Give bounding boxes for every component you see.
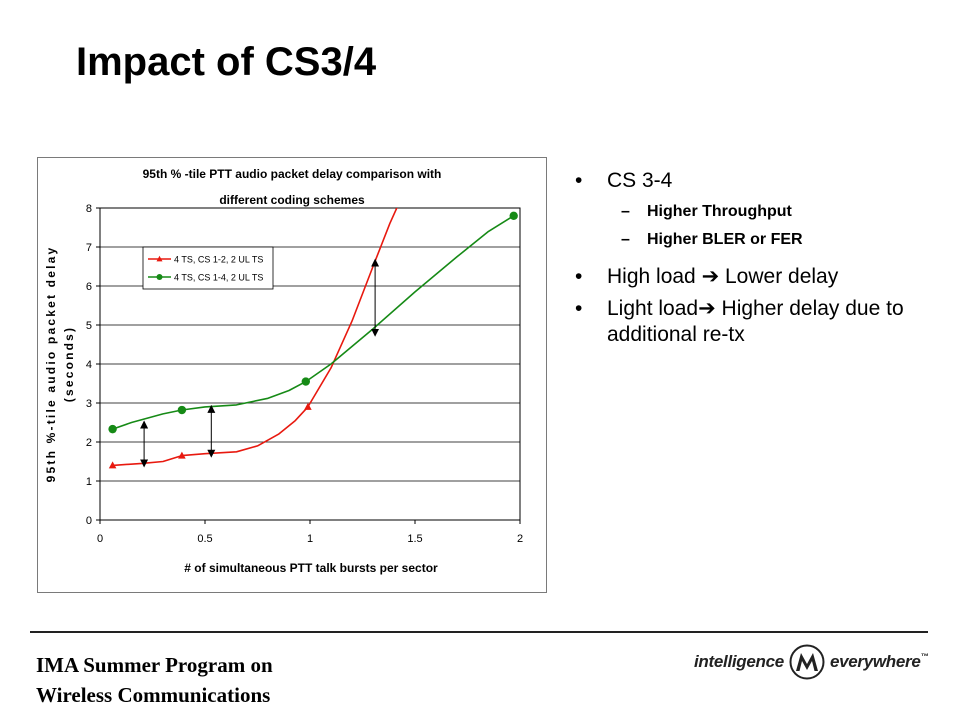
bullet-text-b: Higher delay due to additional re-tx (607, 297, 904, 346)
logo-word-right: everywhere™ (829, 652, 929, 672)
footer-line-1: IMA Summer Program on (36, 653, 273, 677)
legend-label: 4 TS, CS 1-4, 2 UL TS (174, 273, 263, 283)
y-tick-label: 3 (86, 398, 92, 410)
chart-title-line: 95th % -tile PTT audio packet delay comp… (143, 167, 442, 181)
logo-word-left: intelligence (694, 652, 784, 671)
sub-bullet-throughput: – Higher Throughput (575, 202, 945, 222)
motorola-batwing-icon (789, 644, 825, 680)
bullet-dot: • (575, 297, 583, 320)
bullet-list: • CS 3-4 – Higher Throughput – Higher BL… (575, 168, 945, 354)
bullet-high-load: • High load ➔ Lower delay (575, 264, 945, 290)
bullet-cs34: • CS 3-4 (575, 168, 945, 194)
series-line-2 (112, 215, 515, 430)
y-tick-label: 7 (86, 242, 92, 254)
x-axis-label: # of simultaneous PTT talk bursts per se… (184, 561, 438, 575)
chart-container: 95th % -tile PTT audio packet delay comp… (37, 157, 547, 593)
slide-title: Impact of CS3/4 (76, 40, 377, 84)
x-tick-label: 1 (307, 533, 313, 545)
bullet-dash: – (621, 231, 630, 248)
sub-bullet-text: Higher Throughput (647, 203, 792, 220)
series-line-1 (112, 208, 398, 467)
bullet-text-a: High load (607, 265, 702, 288)
sub-bullet-text: Higher BLER or FER (647, 231, 803, 248)
data-point (108, 461, 117, 469)
data-point (178, 451, 186, 459)
x-tick-label: 2 (517, 533, 523, 545)
x-tick-label: 0 (97, 533, 103, 545)
chart-title-line: different coding schemes (219, 193, 365, 207)
y-tick-label: 2 (86, 437, 92, 449)
bullet-dash: – (621, 203, 630, 220)
x-tick-label: 0.5 (197, 533, 212, 545)
bullet-dot: • (575, 169, 583, 192)
bullet-text: CS 3-4 (607, 169, 673, 192)
y-axis-label-line: 95th %-tile audio packet delay (44, 246, 58, 483)
bullet-text-a: Light load (607, 297, 699, 320)
bullet-dot: • (575, 265, 583, 288)
footer-program-title: IMA Summer Program on Wireless Communica… (36, 650, 273, 710)
data-point (177, 405, 187, 415)
bullet-text-b: Lower delay (719, 265, 839, 288)
y-tick-label: 6 (86, 281, 92, 293)
logo-word-right-text: everywhere (829, 652, 921, 671)
arrow-icon: ➔ (698, 297, 716, 320)
bullet-light-load: • Light load➔ Higher delay due to additi… (575, 296, 945, 348)
y-tick-label: 1 (86, 476, 92, 488)
data-point (304, 402, 312, 410)
plot-series-group (112, 208, 515, 467)
footer-line-2: Wireless Communications (36, 683, 271, 707)
data-point (108, 424, 117, 434)
y-axis-label-line: (seconds) (62, 326, 76, 402)
y-tick-label: 5 (86, 320, 92, 332)
y-tick-label: 0 (86, 515, 92, 527)
legend-box (142, 246, 274, 290)
motorola-logo: intelligence everywhere™ (694, 642, 929, 682)
arrow-icon: ➔ (701, 265, 720, 288)
trademark-symbol: ™ (920, 652, 929, 661)
legend-marker (156, 255, 163, 262)
legend-label: 4 TS, CS 1-2, 2 UL TS (174, 255, 263, 265)
sub-bullet-bler: – Higher BLER or FER (575, 230, 945, 250)
y-tick-label: 8 (86, 203, 92, 215)
data-point (509, 211, 518, 220)
legend-marker (156, 274, 163, 280)
delay-chart: 95th % -tile PTT audio packet delay comp… (44, 167, 523, 575)
footer-divider (30, 631, 928, 633)
data-point (301, 377, 310, 386)
x-tick-label: 1.5 (407, 533, 422, 545)
y-tick-label: 4 (86, 359, 92, 371)
